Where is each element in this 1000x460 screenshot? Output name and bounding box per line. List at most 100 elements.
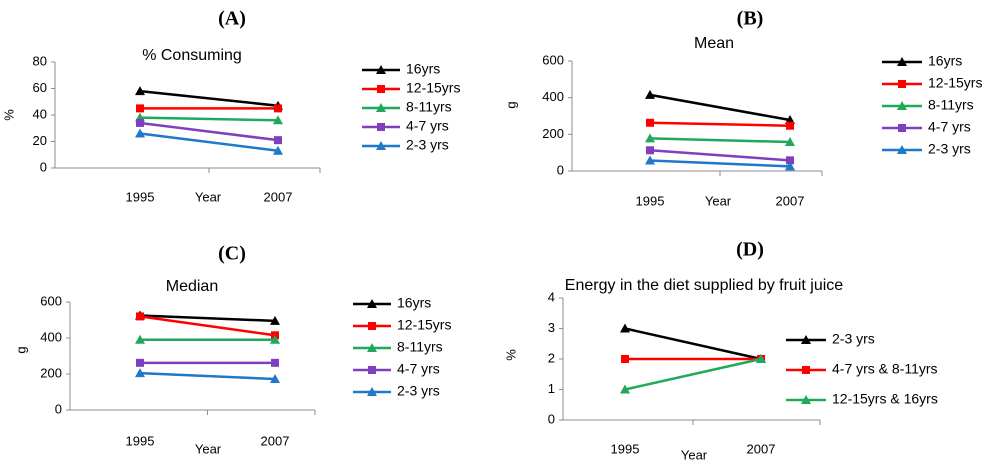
data-point [645,155,655,165]
y-tick-label: 1 [548,381,555,396]
data-point [273,145,283,155]
legend-swatch-marker [367,387,377,396]
legend-swatch-marker [367,299,377,308]
y-tick-label: 2 [548,350,555,365]
legend-label: 2-3 yrs [928,141,971,157]
data-point [645,89,655,99]
chart-title: Median [166,278,218,295]
legend-label: 4-7 yrs & 8-11yrs [832,361,938,377]
chart-panel-2: (B)Mean 0 200 400 600 1995 2007 Year g 16yrs 12-15… [503,8,982,209]
data-point [621,355,629,363]
series-line [624,327,762,361]
legend-swatch-marker [897,57,907,66]
series-line [649,149,791,162]
data-point [785,161,795,171]
legend-swatch-marker [376,103,386,112]
x-tick-label: 2007 [261,433,290,448]
x-tick-label: 2007 [264,189,293,204]
data-point [136,104,144,113]
x-tick-label: 1995 [611,441,640,456]
panel-label: (B) [737,8,764,30]
series-line [139,315,276,337]
x-axis-label: Year [195,189,222,204]
data-point [786,121,794,130]
y-tick-label: 0 [55,401,62,416]
legend-label: 8-11yrs [406,99,452,115]
data-point [271,358,279,367]
legend-swatch-marker [376,141,386,150]
data-point [756,354,766,363]
data-point [135,128,145,138]
y-axis-label: % [1,109,16,121]
legend-label: 12-15yrs [406,80,460,96]
x-tick-label: 2007 [747,441,776,456]
y-axis-label: g [13,346,28,353]
data-point [270,315,280,325]
legend-label: 8-11yrs [928,97,974,113]
series-line [139,132,279,153]
x-tick-label: 1995 [636,193,665,208]
x-tick-label: 2007 [776,193,805,208]
y-axis-label: % [503,349,518,361]
legend-swatch-marker [368,366,376,374]
legend-label: 16yrs [406,61,440,77]
legend-label: 4-7 yrs [406,118,449,134]
chart-title: Mean [694,35,734,52]
series-line [139,121,279,142]
legend-swatch-marker [802,366,810,374]
series-line [649,93,791,122]
chart-panel-4: (D) Energy in the diet supplied by fruit … [503,239,937,460]
legend-label: 4-7 yrs [397,361,440,377]
y-tick-label: 40 [33,106,47,121]
legend-swatch-marker [377,85,385,93]
series-line [649,121,791,127]
data-point [646,118,654,127]
legend-label: 2-3 yrs [406,137,449,153]
y-tick-label: 80 [33,53,47,68]
legend-label: 16yrs [397,295,431,311]
data-point [620,384,630,394]
chart-title: Energy in the diet supplied by fruit jui… [565,277,843,294]
x-tick-label: 1995 [126,189,155,204]
data-point [136,118,144,127]
data-point [785,137,795,147]
legend-swatch-marker [801,335,811,344]
y-tick-label: 600 [40,293,62,308]
series-line [139,314,276,323]
y-tick-label: 0 [40,159,47,174]
data-point [274,104,282,113]
y-tick-label: 3 [548,320,555,335]
series-line [139,116,279,122]
data-point [786,156,794,165]
y-tick-label: 20 [33,133,47,148]
y-axis-label: g [503,101,518,108]
legend-swatch-marker [376,65,386,74]
legend-label: 4-7 yrs [928,119,971,135]
data-point [645,133,655,143]
series-line [139,371,276,381]
legend-swatch-marker [367,343,377,352]
legend-label: 12-15yrs & 16yrs [832,391,938,407]
chart-title: % Consuming [142,47,242,64]
x-axis-label: Year [705,193,732,208]
data-point [270,334,280,344]
chart-panel-3: (C)Median 0 200 400 600 1995 2007 Year g 16yrs 12-… [13,243,451,457]
y-tick-label: 4 [548,289,555,304]
data-point [135,86,145,96]
y-tick-label: 0 [557,162,564,177]
data-point [270,374,280,384]
x-axis-label: Year [195,441,222,456]
legend-swatch-marker [897,145,907,154]
legend-swatch-marker [801,395,811,404]
y-tick-label: 400 [542,89,564,104]
data-point [274,136,282,145]
legend-swatch-marker [898,80,906,88]
legend-swatch-marker [898,124,906,132]
y-tick-label: 200 [542,126,564,141]
data-point [273,115,283,125]
legend-label: 16yrs [928,53,962,69]
x-axis-label: Year [681,447,708,460]
data-point [135,368,145,378]
chart-panel-1: (A) % Consuming 0 20 40 60 80 1995 2007 Year% 16yr… [1,8,460,205]
series-line [624,357,762,391]
